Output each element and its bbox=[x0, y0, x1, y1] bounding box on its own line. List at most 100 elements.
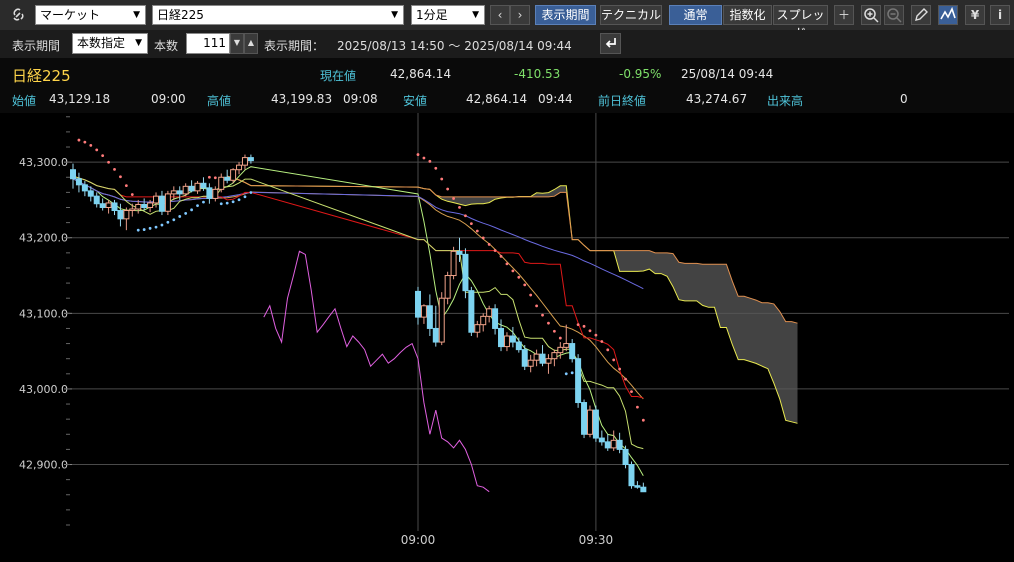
count-value: 111 bbox=[203, 36, 226, 50]
sar-dot bbox=[606, 348, 610, 352]
candle-body bbox=[432, 327, 439, 343]
zoom-out-button[interactable] bbox=[884, 5, 904, 25]
ichimoku-cloud bbox=[227, 175, 798, 424]
technical-button[interactable]: テクニカル bbox=[600, 5, 662, 25]
chevron-down-icon: ▼ bbox=[133, 10, 140, 20]
sar-dot bbox=[452, 197, 455, 200]
candle-body bbox=[468, 290, 475, 333]
candle-body bbox=[509, 335, 516, 343]
sar-dot bbox=[469, 222, 473, 225]
low-time: 09:44 bbox=[538, 92, 573, 106]
period-button[interactable]: 表示期間 bbox=[535, 5, 596, 25]
sar-dot bbox=[416, 153, 420, 156]
candle-body bbox=[224, 176, 231, 181]
candle-body bbox=[70, 169, 76, 180]
interval-select-value: 1分足 bbox=[416, 8, 448, 22]
count-input[interactable]: 111 bbox=[186, 33, 230, 54]
y-tick-label: 43,300.0 bbox=[19, 156, 68, 169]
chart-line-icon bbox=[940, 6, 956, 20]
candle-body bbox=[206, 187, 213, 199]
spread-button[interactable]: スプレッド bbox=[773, 5, 828, 40]
prev-close-label: 前日終値 bbox=[598, 94, 647, 108]
y-tick-label: 42,900.0 bbox=[19, 459, 68, 472]
candle-body bbox=[622, 448, 629, 466]
volume-label: 出来高 bbox=[767, 94, 804, 108]
candle-body bbox=[200, 182, 207, 189]
sar-dot bbox=[148, 226, 152, 230]
candle-body bbox=[105, 202, 112, 208]
sar-dot bbox=[481, 236, 485, 240]
candle-body bbox=[557, 346, 564, 354]
sar-dot bbox=[190, 208, 194, 212]
range-label: 表示期間： bbox=[264, 39, 325, 53]
candle-body bbox=[634, 485, 641, 488]
candle-body bbox=[236, 164, 243, 171]
sar-dot bbox=[641, 418, 645, 422]
market-select-value: マーケット bbox=[40, 8, 101, 22]
candle-body bbox=[194, 182, 201, 192]
sar-dot bbox=[213, 176, 217, 180]
period-label: 表示期間 bbox=[12, 39, 61, 53]
sar-dot bbox=[95, 148, 99, 152]
prev-button[interactable]: ‹ bbox=[490, 5, 510, 25]
senkou-span-b bbox=[227, 175, 798, 324]
candle-body bbox=[527, 359, 534, 367]
candle-body bbox=[129, 208, 136, 212]
candle-body bbox=[545, 358, 552, 364]
sar-dot bbox=[499, 254, 503, 258]
symbol-name: 日経225 bbox=[12, 67, 71, 85]
next-button[interactable]: › bbox=[510, 5, 530, 25]
sar-dot bbox=[249, 191, 253, 194]
candle-body bbox=[164, 193, 171, 212]
candle-body bbox=[551, 352, 558, 360]
indicator-button[interactable] bbox=[938, 5, 958, 25]
candle-body bbox=[438, 297, 445, 343]
candle-body bbox=[575, 358, 582, 404]
candle-body bbox=[117, 210, 124, 220]
candlesticks bbox=[70, 154, 647, 493]
sar-dot bbox=[172, 218, 176, 222]
period-mode-select[interactable]: 本数指定 ▼ bbox=[72, 33, 148, 54]
candle-body bbox=[218, 176, 225, 190]
currency-button[interactable]: ¥ bbox=[965, 5, 985, 25]
sar-dot bbox=[517, 275, 521, 279]
sar-dot bbox=[422, 156, 426, 160]
sar-dot bbox=[166, 220, 170, 224]
candle-body bbox=[87, 190, 94, 197]
info-button[interactable]: i bbox=[990, 5, 1010, 25]
candle-body bbox=[503, 335, 510, 348]
candle-body bbox=[456, 250, 463, 255]
interval-select[interactable]: 1分足 ▼ bbox=[411, 5, 485, 25]
period-bar: 表示期間 本数指定 ▼ 本数 111 ▼ ▲ 表示期間： 2025/08/13 … bbox=[0, 30, 1014, 58]
change-value: -410.53 bbox=[514, 67, 561, 81]
price-chart[interactable]: 42,900.0 43,000.0 43,100.0 43,200.0 43,300.0… bbox=[0, 113, 1014, 562]
market-select[interactable]: マーケット ▼ bbox=[35, 5, 146, 25]
sar-dot bbox=[77, 138, 81, 142]
pencil-icon bbox=[915, 8, 928, 21]
symbol-select[interactable]: 日経225 ▼ bbox=[152, 5, 404, 25]
symbol-select-value: 日経225 bbox=[157, 8, 204, 22]
sar-dot bbox=[428, 159, 432, 163]
quote-panel: 日経225 現在値 42,864.14 -410.53 -0.95% 25/08… bbox=[0, 58, 1014, 113]
count-down-button[interactable]: ▼ bbox=[230, 33, 244, 54]
sar-dot bbox=[464, 214, 467, 218]
y-tick-label: 43,100.0 bbox=[19, 307, 68, 320]
index-button[interactable]: 指数化 bbox=[723, 5, 772, 25]
candle-body bbox=[141, 203, 148, 208]
reset-button[interactable] bbox=[600, 33, 621, 54]
count-up-button[interactable]: ▲ bbox=[244, 33, 258, 54]
crosshair-button[interactable]: ＋ bbox=[834, 5, 854, 25]
draw-button[interactable] bbox=[911, 5, 931, 25]
candle-body bbox=[81, 184, 88, 192]
candle-body bbox=[158, 195, 165, 212]
normal-button[interactable]: 通常 bbox=[669, 5, 722, 25]
candle-body bbox=[176, 190, 183, 195]
candle-body bbox=[75, 178, 82, 186]
zoom-in-icon bbox=[864, 8, 879, 23]
triangle-up-icon: ▲ bbox=[247, 38, 255, 47]
zoom-in-button[interactable] bbox=[861, 5, 881, 25]
link-icon[interactable] bbox=[12, 7, 30, 23]
candle-body bbox=[93, 195, 100, 205]
sar-dot bbox=[154, 225, 158, 229]
sar-dot bbox=[113, 168, 116, 171]
